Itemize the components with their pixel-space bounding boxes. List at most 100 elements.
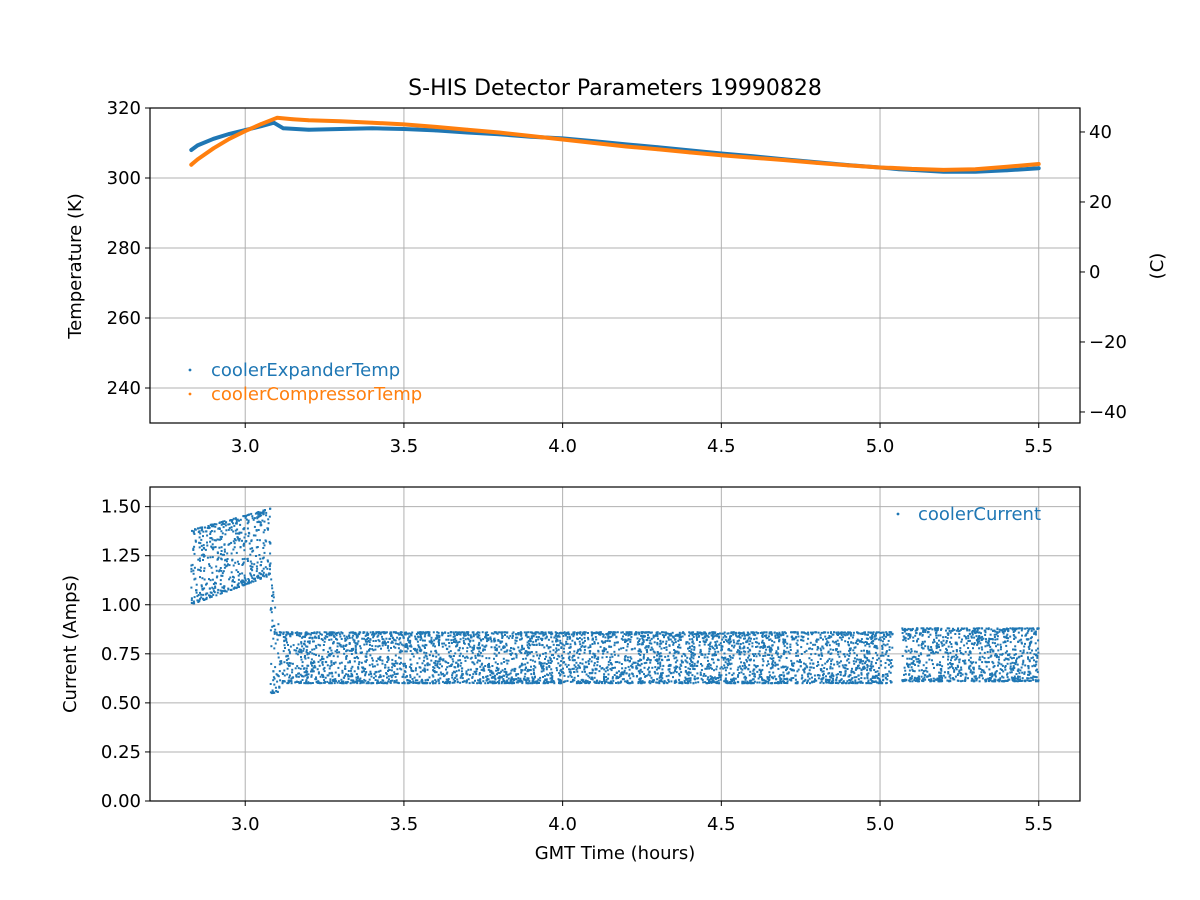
cooler-current-point	[236, 532, 239, 535]
cooler-current-point	[434, 682, 437, 685]
cooler-current-point	[864, 662, 866, 665]
cooler-current-point	[551, 675, 554, 678]
cooler-current-point	[234, 522, 237, 525]
cooler-current-point	[746, 646, 749, 649]
cooler-current-point	[551, 678, 554, 681]
cooler-current-point	[453, 641, 455, 643]
cooler-current-point	[646, 668, 649, 671]
cooler-current-point	[521, 646, 524, 649]
cooler-current-point	[603, 675, 605, 678]
cooler-current-point	[531, 676, 534, 679]
cooler-current-point	[221, 521, 224, 524]
cooler-current-point	[840, 638, 843, 641]
cooler-current-point	[242, 562, 245, 565]
cooler-current-point	[342, 645, 345, 648]
cooler-current-point	[648, 680, 651, 683]
cooler-current-point	[718, 674, 721, 676]
cooler-current-point	[863, 654, 866, 657]
cooler-current-point	[372, 649, 375, 652]
cooler-current-point	[679, 635, 682, 638]
cooler-current-point	[230, 519, 233, 521]
cooler-current-point	[435, 634, 438, 637]
cooler-current-point	[618, 670, 620, 673]
cooler-current-point	[451, 672, 454, 675]
cooler-current-point	[472, 631, 475, 634]
cooler-current-point	[588, 682, 590, 685]
cooler-current-point	[642, 657, 645, 660]
cooler-current-point	[333, 682, 336, 685]
cooler-current-point	[852, 642, 855, 645]
cooler-current-point	[476, 635, 479, 638]
data-point-cooler-compressor-temp	[560, 137, 565, 142]
cooler-current-point	[737, 681, 740, 684]
cooler-current-point	[717, 679, 720, 682]
cooler-current-point	[567, 631, 570, 634]
cooler-current-point	[529, 669, 532, 672]
cooler-current-point	[305, 679, 308, 682]
cooler-current-point	[718, 676, 721, 679]
cooler-current-point	[618, 661, 621, 664]
cooler-current-point	[698, 635, 701, 637]
cooler-current-point	[787, 672, 790, 675]
cooler-current-point	[202, 559, 204, 561]
cooler-current-point	[768, 648, 771, 651]
cooler-current-point	[495, 649, 498, 652]
cooler-current-point	[273, 631, 276, 633]
cooler-current-point	[274, 642, 277, 645]
cooler-current-point	[555, 633, 558, 636]
cooler-current-point	[733, 641, 735, 644]
cooler-current-point	[291, 668, 294, 671]
cooler-current-point	[220, 535, 223, 538]
cooler-current-point	[841, 636, 844, 639]
cooler-current-point	[482, 680, 485, 683]
cooler-current-point	[863, 649, 865, 652]
cooler-current-point	[526, 670, 529, 673]
cooler-current-point	[695, 637, 698, 639]
cooler-current-point	[241, 564, 244, 566]
cooler-current-point	[392, 631, 395, 634]
cooler-current-point	[210, 566, 213, 569]
cooler-current-point	[467, 643, 470, 645]
cooler-current-point	[731, 656, 734, 659]
cooler-current-point	[649, 648, 652, 651]
cooler-current-point	[416, 651, 419, 654]
cooler-current-point	[278, 631, 281, 634]
cooler-current-point	[786, 666, 789, 669]
cooler-current-point	[689, 664, 692, 667]
cooler-current-point	[398, 656, 400, 659]
cooler-current-point	[886, 673, 889, 676]
cooler-current-point	[639, 658, 642, 661]
cooler-current-point	[532, 640, 535, 643]
cooler-current-point	[486, 640, 488, 643]
cooler-current-point	[344, 645, 347, 647]
cooler-current-point	[549, 650, 552, 653]
cooler-current-point	[291, 662, 294, 665]
cooler-current-point	[766, 677, 769, 680]
cooler-current-point	[871, 642, 874, 645]
cooler-current-point	[272, 670, 275, 673]
cooler-current-point	[261, 557, 264, 560]
cooler-current-point	[693, 662, 696, 665]
cooler-current-point	[803, 668, 806, 670]
cooler-current-point	[856, 654, 858, 657]
cooler-current-point	[205, 592, 208, 595]
cooler-current-point	[402, 644, 405, 647]
cooler-current-point	[566, 638, 569, 641]
cooler-current-point	[831, 640, 834, 643]
cooler-current-point	[866, 642, 868, 645]
cooler-current-point	[831, 677, 834, 680]
cooler-current-point	[837, 644, 840, 647]
cooler-current-point	[778, 631, 781, 634]
cooler-current-point	[190, 599, 193, 602]
cooler-current-point	[844, 634, 847, 637]
cooler-current-point	[510, 676, 513, 679]
cooler-current-point	[542, 669, 545, 672]
cooler-current-point	[283, 680, 286, 683]
cooler-current-point	[784, 638, 787, 641]
cooler-current-point	[722, 657, 725, 659]
cooler-current-point	[312, 632, 315, 635]
cooler-current-point	[492, 676, 495, 679]
cooler-current-point	[754, 665, 757, 668]
cooler-current-point	[743, 662, 746, 665]
cooler-current-point	[333, 631, 336, 634]
